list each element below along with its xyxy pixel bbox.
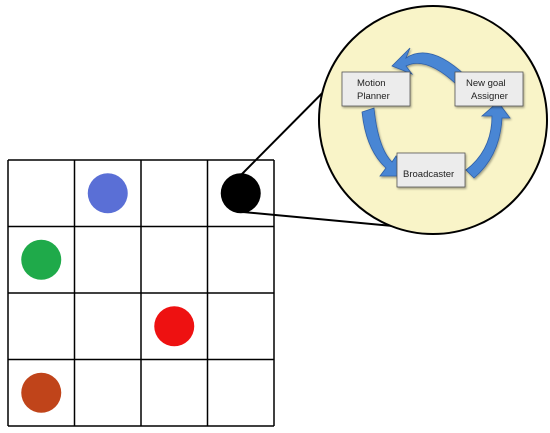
zoom-connector-bottom [242,211,415,229]
zoom-callout [318,5,548,235]
brown-agent [21,372,62,413]
node-broadcaster [396,152,466,188]
arrow-newgoal-to-motion [391,47,467,85]
node-motion-planner-label-1: Motion [357,78,386,89]
node-broadcaster-label: Broadcaster [403,169,454,180]
node-new-goal-assigner-label-1: New goal [466,78,506,89]
node-new-goal-assigner [454,71,524,107]
arrow-broadcaster-to-newgoal [465,101,511,179]
black-agent [220,173,261,214]
node-motion-planner-label-2: Planner [357,91,390,102]
red-agent [154,306,195,347]
green-agent [21,239,62,280]
blue-agent [87,173,128,214]
node-motion-planner [341,71,411,107]
grid [7,159,275,427]
agents [21,173,261,413]
node-new-goal-assigner-label-2: Assigner [471,91,508,102]
